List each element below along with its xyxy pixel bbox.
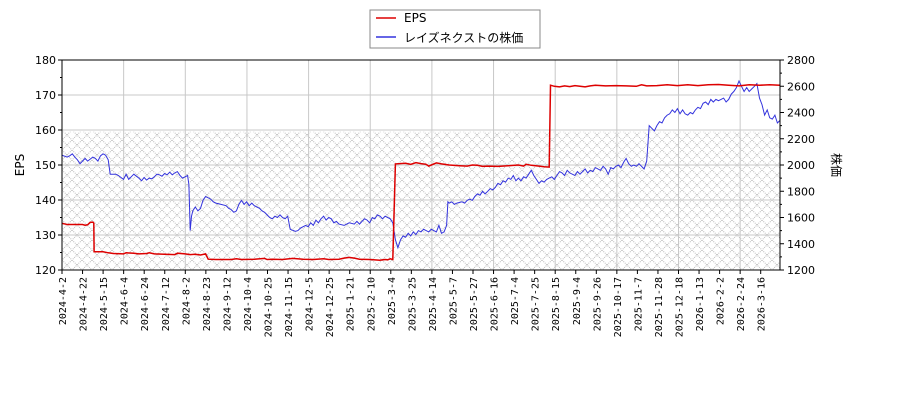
x-tick-label: 2025-7-4 bbox=[510, 277, 521, 325]
right-tick-label: 1400 bbox=[787, 238, 815, 251]
x-tick-label: 2024-8-23 bbox=[202, 277, 213, 331]
grid-lines bbox=[61, 59, 780, 271]
x-tick-label: 2024-6-4 bbox=[120, 277, 131, 325]
x-tick-label: 2026-3-16 bbox=[757, 277, 768, 331]
x-tick-label: 2024-12-25 bbox=[325, 277, 336, 337]
x-tick-label: 2026-2-2 bbox=[716, 277, 727, 325]
x-tick-label: 2024-4-22 bbox=[79, 277, 90, 331]
x-tick-label: 2024-7-12 bbox=[161, 277, 172, 331]
x-tick-label: 2025-9-4 bbox=[572, 277, 583, 325]
x-tick-label: 2025-3-4 bbox=[387, 277, 398, 325]
right-tick-label: 1800 bbox=[787, 185, 815, 198]
right-tick-label: 2400 bbox=[787, 107, 815, 120]
x-tick-label: 2025-7-25 bbox=[531, 277, 542, 331]
eps-line bbox=[62, 83, 780, 261]
legend-label-price: レイズネクストの株価 bbox=[404, 30, 523, 45]
x-tick-label: 2024-11-15 bbox=[284, 277, 295, 337]
x-tick-label: 2024-10-4 bbox=[243, 277, 254, 331]
left-tick-label: 170 bbox=[35, 89, 56, 102]
left-tick-label: 120 bbox=[35, 264, 56, 277]
right-tick-label: 1200 bbox=[787, 264, 815, 277]
right-tick-label: 2600 bbox=[787, 80, 815, 93]
x-tick-label: 2024-5-15 bbox=[99, 277, 110, 331]
legend-label-eps: EPS bbox=[404, 11, 426, 25]
x-tick-label: 2024-4-2 bbox=[58, 277, 69, 325]
x-tick-label: 2025-5-7 bbox=[448, 277, 459, 325]
x-tick-label: 2024-9-12 bbox=[222, 277, 233, 331]
x-tick-label: 2024-10-25 bbox=[264, 277, 275, 337]
x-tick-label: 2026-1-13 bbox=[695, 277, 706, 331]
left-tick-label: 150 bbox=[35, 159, 56, 172]
left-tick-label: 160 bbox=[35, 124, 56, 137]
right-tick-label: 2800 bbox=[787, 54, 815, 67]
x-axis: 2024-4-2 2024-4-22 2024-5-15 2024-6-4 2024-6… bbox=[58, 270, 768, 337]
right-tick-label: 1600 bbox=[787, 212, 815, 225]
left-tick-label: 140 bbox=[35, 194, 56, 207]
left-y-axis: 120 130 140 150 160 170 180 bbox=[35, 54, 62, 277]
x-tick-label: 2024-12-5 bbox=[305, 277, 316, 331]
left-tick-label: 180 bbox=[35, 54, 56, 67]
x-tick-label: 2025-11-7 bbox=[633, 277, 644, 331]
x-tick-label: 2025-2-10 bbox=[366, 277, 377, 331]
x-tick-label: 2024-8-2 bbox=[181, 277, 192, 325]
left-tick-label: 130 bbox=[35, 229, 56, 242]
hatched-region bbox=[62, 131, 780, 270]
legend-box bbox=[369, 9, 541, 49]
x-tick-label: 2025-1-21 bbox=[346, 277, 357, 331]
right-tick-label: 2000 bbox=[787, 159, 815, 172]
right-y-axis: 1200 1400 1600 1800 2000 2200 2400 2600 2800 bbox=[780, 54, 815, 277]
x-tick-label: 2025-5-27 bbox=[469, 277, 480, 331]
right-axis-title: 株価 bbox=[829, 153, 844, 177]
x-tick-label: 2025-9-26 bbox=[592, 277, 603, 331]
x-tick-label: 2025-11-28 bbox=[654, 277, 665, 337]
x-tick-label: 2025-10-17 bbox=[613, 277, 624, 337]
stock-price-line bbox=[62, 79, 780, 250]
legend: EPS レイズネクストの株価 bbox=[369, 9, 541, 49]
x-tick-label: 2026-2-24 bbox=[736, 277, 747, 331]
x-tick-label: 2025-6-16 bbox=[490, 277, 501, 331]
x-tick-label: 2025-8-15 bbox=[551, 277, 562, 331]
right-tick-label: 2200 bbox=[787, 133, 815, 146]
left-axis-title: EPS bbox=[13, 154, 27, 176]
x-tick-label: 2025-3-25 bbox=[407, 277, 418, 331]
x-tick-label: 2024-6-24 bbox=[140, 277, 151, 331]
x-tick-label: 2025-4-14 bbox=[428, 277, 439, 331]
x-tick-label: 2025-12-18 bbox=[675, 277, 686, 337]
